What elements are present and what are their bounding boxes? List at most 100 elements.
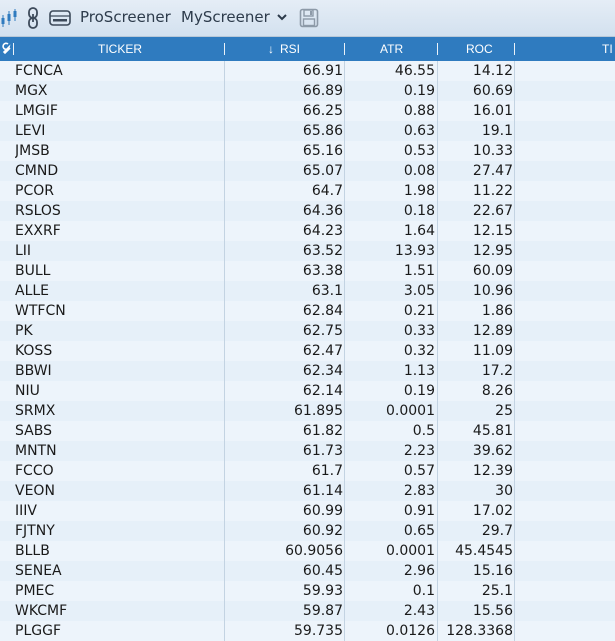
ticker-cell: BBWI bbox=[15, 363, 52, 379]
roc-cell: 11.09 bbox=[472, 343, 513, 359]
table-row[interactable]: EXXRF 64.23 1.64 12.15 bbox=[0, 221, 615, 242]
table-row[interactable]: SENEA 60.45 2.96 15.16 bbox=[0, 561, 615, 582]
column-header-atr[interactable]: ATR bbox=[380, 42, 404, 56]
atr-cell: 0.0126 bbox=[386, 623, 435, 639]
table-row[interactable]: ALLE 63.1 3.05 10.96 bbox=[0, 281, 615, 302]
table-row[interactable]: JMSB 65.16 0.53 10.33 bbox=[0, 141, 615, 162]
table-row[interactable]: FCNCA 66.91 46.55 14.12 bbox=[0, 61, 615, 82]
table-row[interactable]: WKCMF 59.87 2.43 15.56 bbox=[0, 601, 615, 622]
table-row[interactable]: PCOR 64.7 1.98 11.22 bbox=[0, 181, 615, 202]
atr-cell: 0.32 bbox=[403, 343, 435, 359]
column-separator[interactable] bbox=[344, 43, 345, 55]
table-row[interactable]: NIU 62.14 0.19 8.26 bbox=[0, 381, 615, 402]
column-separator[interactable] bbox=[437, 43, 438, 55]
ticker-cell: FCCO bbox=[15, 463, 54, 479]
column-header-cut[interactable]: TI bbox=[602, 42, 613, 56]
rsi-cell: 61.895 bbox=[294, 403, 343, 419]
atr-cell: 1.64 bbox=[403, 223, 435, 239]
roc-cell: 45.4545 bbox=[455, 543, 513, 559]
atr-cell: 2.23 bbox=[403, 443, 435, 459]
rsi-cell: 65.07 bbox=[302, 163, 343, 179]
atr-cell: 2.43 bbox=[403, 603, 435, 619]
atr-cell: 1.13 bbox=[403, 363, 435, 379]
table-row[interactable]: LEVI 65.86 0.63 19.1 bbox=[0, 121, 615, 142]
table-row[interactable]: LII 63.52 13.93 12.95 bbox=[0, 241, 615, 262]
rsi-cell: 59.87 bbox=[302, 603, 343, 619]
roc-cell: 25 bbox=[495, 403, 513, 419]
atr-cell: 0.63 bbox=[403, 123, 435, 139]
table-row[interactable]: KOSS 62.47 0.32 11.09 bbox=[0, 341, 615, 362]
table-row[interactable]: PK 62.75 0.33 12.89 bbox=[0, 321, 615, 342]
ticker-cell: BLLB bbox=[15, 543, 50, 559]
rsi-cell: 65.86 bbox=[302, 123, 343, 139]
rsi-cell: 66.25 bbox=[302, 103, 343, 119]
table-row[interactable]: MNTN 61.73 2.23 39.62 bbox=[0, 441, 615, 462]
roc-cell: 10.33 bbox=[472, 143, 513, 159]
candlestick-chart-icon[interactable] bbox=[0, 7, 20, 29]
table-row[interactable]: PMEC 59.93 0.1 25.1 bbox=[0, 581, 615, 602]
rsi-cell: 59.735 bbox=[294, 623, 343, 639]
ticker-cell: MNTN bbox=[15, 443, 57, 459]
column-separator[interactable] bbox=[224, 43, 225, 55]
table-row[interactable]: VEON 61.14 2.83 30 bbox=[0, 481, 615, 502]
rsi-cell: 63.38 bbox=[302, 263, 343, 279]
column-separator[interactable] bbox=[514, 43, 515, 55]
sort-descending-icon: ↓ bbox=[268, 42, 274, 56]
ticker-cell: FCNCA bbox=[15, 63, 63, 79]
rsi-cell: 62.84 bbox=[302, 303, 343, 319]
atr-cell: 13.93 bbox=[394, 243, 435, 259]
ticker-cell: RSLOS bbox=[15, 203, 61, 219]
ticker-cell: WKCMF bbox=[15, 603, 68, 619]
save-icon[interactable] bbox=[298, 7, 320, 29]
rsi-cell: 64.23 bbox=[302, 223, 343, 239]
table-row[interactable]: FCCO 61.7 0.57 12.39 bbox=[0, 461, 615, 482]
table-row[interactable]: FJTNY 60.92 0.65 29.7 bbox=[0, 521, 615, 542]
column-header-roc[interactable]: ROC bbox=[466, 42, 493, 56]
table-row[interactable]: LMGIF 66.25 0.88 16.01 bbox=[0, 101, 615, 122]
table-row[interactable]: SABS 61.82 0.5 45.81 bbox=[0, 421, 615, 442]
table-row[interactable]: RSLOS 64.36 0.18 22.67 bbox=[0, 201, 615, 222]
table-row[interactable]: WTFCN 62.84 0.21 1.86 bbox=[0, 301, 615, 322]
atr-cell: 0.53 bbox=[403, 143, 435, 159]
column-separator[interactable] bbox=[13, 43, 14, 55]
table-row[interactable]: CMND 65.07 0.08 27.47 bbox=[0, 161, 615, 182]
ticker-cell: PLGGF bbox=[15, 623, 61, 639]
atr-cell: 0.88 bbox=[403, 103, 435, 119]
rsi-cell: 61.82 bbox=[302, 423, 343, 439]
ticker-cell: FJTNY bbox=[15, 523, 55, 539]
roc-cell: 12.89 bbox=[472, 323, 513, 339]
roc-cell: 60.69 bbox=[472, 83, 513, 99]
column-divider bbox=[437, 61, 438, 641]
screener-select[interactable]: MyScreener bbox=[181, 8, 288, 26]
atr-cell: 0.19 bbox=[403, 83, 435, 99]
wrench-icon[interactable] bbox=[1, 37, 11, 61]
atr-cell: 0.91 bbox=[403, 503, 435, 519]
roc-cell: 12.39 bbox=[472, 463, 513, 479]
atr-cell: 0.57 bbox=[403, 463, 435, 479]
column-header-ticker[interactable]: TICKER bbox=[98, 42, 143, 56]
atr-cell: 0.65 bbox=[403, 523, 435, 539]
roc-cell: 15.16 bbox=[472, 563, 513, 579]
table-row[interactable]: BLLB 60.9056 0.0001 45.4545 bbox=[0, 541, 615, 562]
link-icon[interactable] bbox=[25, 7, 41, 29]
screener-table: FCNCA 66.91 46.55 14.12 MGX 66.89 0.19 60.69 LMG… bbox=[0, 61, 615, 641]
keyboard-icon[interactable] bbox=[48, 7, 72, 29]
atr-cell: 0.08 bbox=[403, 163, 435, 179]
roc-cell: 8.26 bbox=[481, 383, 513, 399]
table-row[interactable]: SRMX 61.895 0.0001 25 bbox=[0, 401, 615, 422]
rsi-cell: 60.99 bbox=[302, 503, 343, 519]
rsi-cell: 62.47 bbox=[302, 343, 343, 359]
ticker-cell: LEVI bbox=[15, 123, 46, 139]
atr-cell: 0.0001 bbox=[386, 543, 435, 559]
table-row[interactable]: MGX 66.89 0.19 60.69 bbox=[0, 81, 615, 102]
ticker-cell: ALLE bbox=[15, 283, 50, 299]
table-row[interactable]: PLGGF 59.735 0.0126 128.3368 bbox=[0, 621, 615, 641]
column-header-rsi[interactable]: RSI bbox=[280, 42, 301, 56]
rsi-cell: 63.1 bbox=[311, 283, 343, 299]
table-row[interactable]: IIIV 60.99 0.91 17.02 bbox=[0, 501, 615, 522]
table-row[interactable]: BULL 63.38 1.51 60.09 bbox=[0, 261, 615, 282]
atr-cell: 0.1 bbox=[412, 583, 435, 599]
roc-cell: 15.56 bbox=[472, 603, 513, 619]
table-row[interactable]: BBWI 62.34 1.13 17.2 bbox=[0, 361, 615, 382]
rsi-cell: 63.52 bbox=[302, 243, 343, 259]
